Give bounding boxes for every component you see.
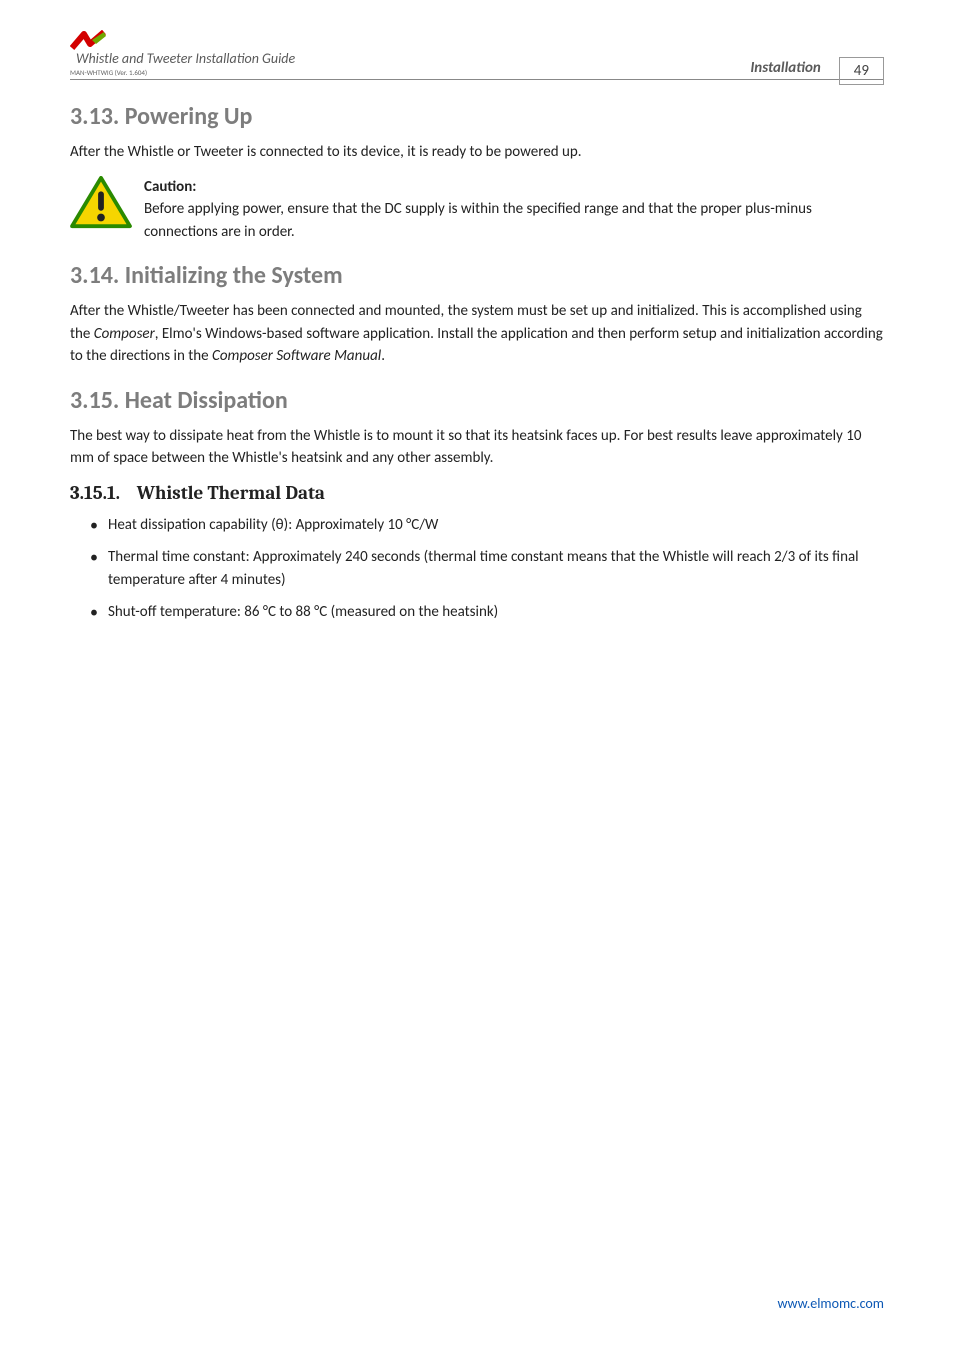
page-header: Whistle and Tweeter Installation Guide M… bbox=[70, 30, 884, 80]
composer-term: Composer bbox=[94, 325, 155, 343]
footer-link[interactable]: www.elmomc.com bbox=[777, 1295, 884, 1312]
heat-dissipation-body: The best way to dissipate heat from the … bbox=[70, 425, 884, 470]
powering-up-intro: After the Whistle or Tweeter is connecte… bbox=[70, 141, 884, 164]
page-number: 49 bbox=[839, 57, 884, 85]
caution-text: Caution: Before applying power, ensure t… bbox=[144, 176, 884, 244]
warning-icon bbox=[70, 176, 132, 235]
heading-title: Heat Dissipation bbox=[125, 386, 288, 415]
footer: www.elmomc.com bbox=[777, 1295, 884, 1312]
version-text: MAN-WHTWIG (Ver. 1.604) bbox=[70, 68, 147, 77]
composer-manual-term: Composer Software Manual bbox=[212, 347, 381, 365]
subheading-title: Whistle Thermal Data bbox=[137, 482, 325, 504]
thermal-bullets: Heat dissipation capability (θ): Approxi… bbox=[70, 514, 884, 624]
initializing-body: After the Whistle/Tweeter has been conne… bbox=[70, 300, 884, 368]
heading-heat-dissipation: 3.15. Heat Dissipation bbox=[70, 386, 884, 415]
doc-title: Whistle and Tweeter Installation Guide bbox=[76, 50, 295, 67]
bullet-item: Shut-off temperature: 86 °C to 88 °C (me… bbox=[90, 601, 884, 624]
elmo-logo bbox=[70, 30, 108, 52]
caution-block: Caution: Before applying power, ensure t… bbox=[70, 176, 884, 244]
heading-thermal-data: 3.15.1. Whistle Thermal Data bbox=[70, 482, 884, 504]
section-label: Installation bbox=[750, 59, 820, 77]
heading-number: 3.13. bbox=[70, 102, 119, 131]
bullet-item: Thermal time constant: Approximately 240… bbox=[90, 546, 884, 591]
heading-title: Initializing the System bbox=[125, 261, 343, 290]
caution-label: Caution: bbox=[144, 178, 196, 196]
heading-number: 3.14. bbox=[70, 261, 119, 290]
bullet-item: Heat dissipation capability (θ): Approxi… bbox=[90, 514, 884, 537]
heading-title: Powering Up bbox=[125, 102, 253, 131]
heading-number: 3.15. bbox=[70, 386, 119, 415]
caution-body: Before applying power, ensure that the D… bbox=[144, 200, 812, 241]
heading-initializing: 3.14. Initializing the System bbox=[70, 261, 884, 290]
heading-powering-up: 3.13. Powering Up bbox=[70, 102, 884, 131]
logo-block: Whistle and Tweeter Installation Guide M… bbox=[70, 30, 295, 77]
subheading-number: 3.15.1. bbox=[70, 482, 120, 504]
